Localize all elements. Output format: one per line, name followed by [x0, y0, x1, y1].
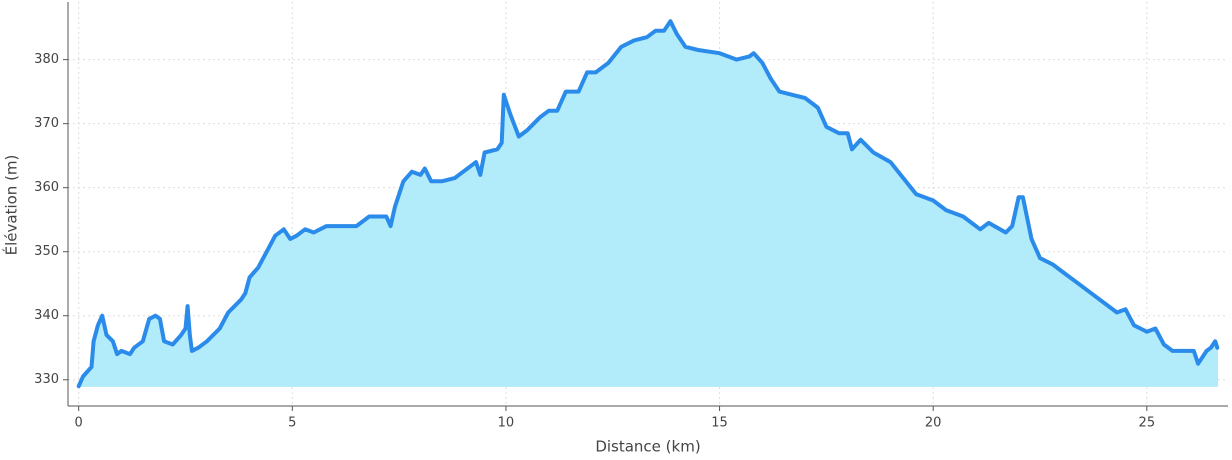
y-tick-label: 370: [34, 116, 59, 131]
elevation-line: [76, 19, 1220, 389]
x-tick-label: 15: [711, 416, 728, 431]
x-tick-label: 10: [498, 416, 515, 431]
x-tick-label: 20: [925, 416, 942, 431]
x-tick-label: 25: [1139, 416, 1156, 431]
x-axis-label: Distance (km): [595, 438, 700, 456]
y-tick-label: 380: [34, 52, 59, 67]
area-fill: [77, 19, 1219, 387]
y-tick-label: 340: [34, 308, 59, 323]
y-tick-label: 350: [34, 244, 59, 259]
y-tick-label: 360: [34, 180, 59, 195]
y-axis-label: Élévation (m): [2, 155, 21, 256]
x-tick-label: 5: [288, 416, 296, 431]
x-tick-label: 0: [75, 416, 83, 431]
y-tick-label: 330: [34, 372, 59, 387]
